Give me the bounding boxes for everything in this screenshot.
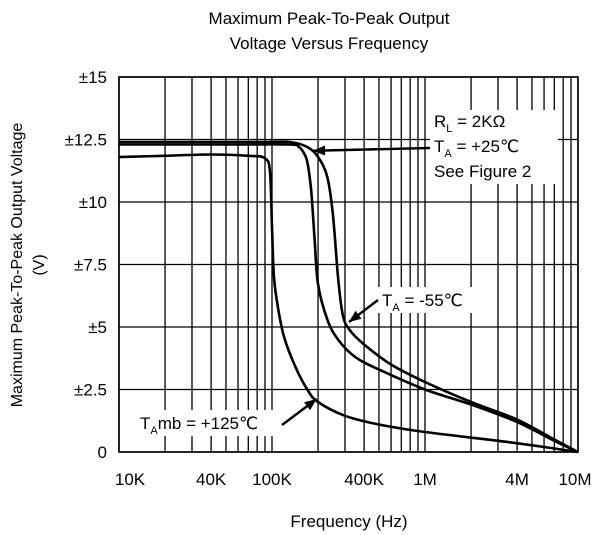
x-tick-label: 10M [558,470,591,489]
y-tick-label: ±5 [88,318,107,337]
label-plus125-bg [136,410,282,436]
y-tick-label: ±7.5 [74,256,107,275]
annotation-ta-plus25: TA = +25℃ [434,137,519,160]
conditions-box-bg [430,110,558,184]
chart-title-line1: Maximum Peak-To-Peak Output [209,9,450,28]
y-axis-label-line2: (V) [31,254,48,275]
annotation-ta-minus55: TA = -55℃ [382,291,463,314]
annotation-tamb-plus125: TAmb = +125℃ [140,414,258,437]
series-line-minus55 [119,140,579,454]
series-line-plus25 [119,143,579,454]
y-tick-label: 0 [98,443,107,462]
y-tick-label: ±15 [79,68,107,87]
y-tick-label: ±10 [79,193,107,212]
annotation-rl: RL = 2KΩ [434,112,505,135]
arrow-plus25-head [313,145,326,156]
y-tick-label: ±2.5 [74,381,107,400]
x-tick-label: 1M [413,470,437,489]
annotation-see-figure: See Figure 2 [434,162,531,181]
y-tick-labels: 0 ±2.5 ±5 ±7.5 ±10 ±12.5 ±15 [65,68,107,462]
x-tick-label: 40K [196,470,227,489]
x-tick-labels: 10K 40K 100K 400K 1M 4M 10M [115,470,592,489]
series-line-plus125 [118,153,579,454]
plot-frame [118,76,579,453]
x-tick-label: 10K [115,470,146,489]
arrows [281,145,431,426]
arrow-plus25 [313,146,431,152]
x-tick-label: 100K [252,470,292,489]
x-tick-label: 400K [344,470,384,489]
x-tick-label: 4M [505,470,529,489]
chart-title-line2: Voltage Versus Frequency [230,34,429,53]
y-tick-label: ±12.5 [65,131,107,150]
arrow-minus55-head [348,310,362,322]
series-layer [118,140,579,454]
x-axis-label: Frequency (Hz) [290,512,407,531]
label-minus55-bg [378,287,476,313]
y-axis-label-line1: Maximum Peak-To-Peak Output Voltage [9,123,26,408]
arrow-plus125-head [304,399,317,411]
